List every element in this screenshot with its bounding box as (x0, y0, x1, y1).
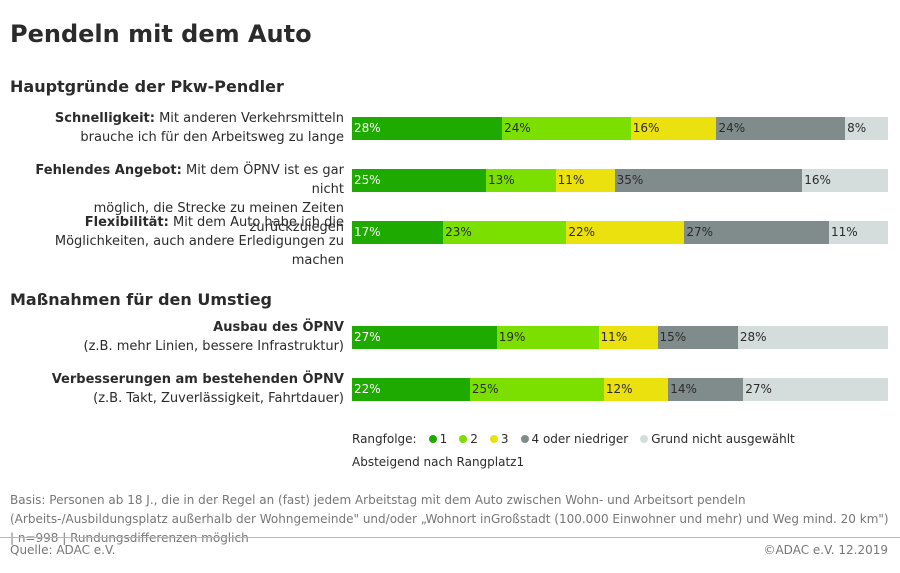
legend-item-rank-4: 4 oder niedriger (517, 432, 628, 446)
row-label-line2: (z.B. Takt, Zuverlässigkeit, Fahrtdauer) (93, 391, 344, 406)
bar-segment-rank-2 (502, 117, 631, 140)
basis-note: Basis: Personen ab 18 J., die in der Reg… (10, 493, 889, 545)
bar-track: 28% 24% 16% 24% 8% (352, 117, 888, 140)
legend-swatch (520, 435, 529, 443)
row-label-bold: Schnelligkeit: (54, 111, 155, 126)
bar-value-label: 27% (686, 225, 713, 239)
bar-value-label: 24% (504, 121, 531, 135)
bar-value-label: 22% (354, 382, 381, 396)
bar-value-label: 23% (445, 225, 472, 239)
row-label-line2: Möglichkeiten, auch andere Erledigungen … (54, 234, 344, 268)
row-label: Verbesserungen am bestehenden ÖPNV (z.B. … (10, 370, 344, 408)
bar-segment-not-selected (737, 326, 888, 349)
bar-segment-rank-3 (598, 326, 658, 349)
row-label-line2: (z.B. mehr Linien, bessere Infrastruktur… (83, 339, 344, 354)
bar-track: 22% 25% 12% 14% 27% (352, 378, 888, 401)
bar-segment-rank-1 (352, 378, 470, 401)
bar-segment-rank-1 (352, 169, 486, 192)
bar-value-label: 19% (498, 330, 526, 344)
legend-item-not-selected: Grund nicht ausgewählt (636, 432, 795, 446)
bar-track: 17% 23% 22% 27% 11% (352, 221, 888, 244)
row-label-bold: Flexibilität: (84, 215, 169, 230)
bar-value-label: 17% (354, 225, 381, 239)
row-label: Ausbau des ÖPNV (z.B. mehr Linien, besser… (10, 318, 344, 356)
bar-value-label: 11% (600, 330, 628, 344)
bar-segment-rank-4-or-lower (614, 169, 803, 192)
legend-swatch (640, 435, 649, 443)
bar-value-label: 16% (632, 121, 660, 135)
row-label-text: Mit dem Auto habe ich die (168, 215, 344, 230)
bar-value-label: 14% (670, 382, 697, 396)
bar-value-label: 22% (568, 225, 596, 239)
bar-segment-not-selected (802, 169, 888, 192)
row-label: Fehlendes Angebot: Mit dem ÖPNV ist es g… (10, 161, 344, 237)
row-label-bold: Fehlendes Angebot: (35, 163, 182, 178)
legend-item-rank-1: 1 (425, 432, 447, 446)
legend-swatch (489, 435, 498, 443)
bar-segment-rank-2 (496, 326, 599, 349)
bar-value-label: 27% (354, 330, 381, 344)
row-label: Flexibilität: Mit dem Auto habe ich die M… (10, 213, 344, 270)
copyright-note: ©ADAC e.V. 12.2019 (763, 543, 888, 557)
row-label-bold: Ausbau des ÖPNV (213, 320, 344, 335)
bar-value-label: 25% (471, 382, 499, 396)
legend-item-rank-3: 3 (486, 432, 509, 446)
row-label-line2: möglich, die Strecke zu meinen Zeiten zu… (93, 201, 344, 235)
legend-title: Rangfolge: (352, 432, 417, 446)
bar-segment-rank-2 (443, 221, 567, 244)
bar-value-label: 13% (488, 173, 515, 187)
bar-value-label: 8% (847, 121, 867, 135)
bar-segment-rank-3 (603, 378, 669, 401)
row-label-line2: brauche ich für den Arbeitsweg zu lange (80, 130, 344, 145)
bar-value-label: 24% (718, 121, 746, 135)
bar-segment-rank-1 (352, 326, 497, 349)
bar-segment-rank-4-or-lower (657, 326, 738, 349)
row-label-text: Mit dem ÖPNV ist es gar nicht (181, 163, 344, 197)
bar-segment-rank-2 (486, 169, 556, 192)
bar-value-label: 27% (745, 382, 772, 396)
bar-segment-rank-1 (352, 117, 503, 140)
legend-swatch (428, 435, 437, 443)
bar-value-label: 25% (354, 173, 381, 187)
row-label-text: Mit anderen Verkehrsmitteln (154, 111, 344, 126)
page-title: Pendeln mit dem Auto (10, 20, 312, 48)
bar-track: 27% 19% 11% 15% 28% (352, 326, 888, 349)
bar-value-label: 28% (739, 330, 767, 344)
source-note: Quelle: ADAC e.V. (10, 543, 116, 557)
bar-segment-rank-4-or-lower (668, 378, 744, 401)
legend: Rangfolge: 1 2 3 4 oder niedriger Grund … (352, 432, 803, 446)
bar-value-label: 12% (605, 382, 633, 396)
bar-segment-rank-4-or-lower (684, 221, 830, 244)
bar-value-label: 16% (804, 173, 831, 187)
bar-value-label: 11% (557, 173, 585, 187)
sort-note: Absteigend nach Rangplatz1 (352, 455, 525, 469)
bar-segment-rank-3 (630, 117, 717, 140)
section-heading-measures: Maßnahmen für den Umstieg (10, 290, 272, 309)
bar-value-label: 15% (659, 330, 687, 344)
legend-swatch (459, 435, 468, 443)
bar-segment-not-selected (743, 378, 888, 401)
bar-value-label: 28% (354, 121, 381, 135)
legend-item-rank-2: 2 (455, 432, 478, 446)
bar-track: 25% 13% 11% 35% 16% (352, 169, 888, 192)
bar-segment-rank-3 (555, 169, 615, 192)
section-heading-reasons: Hauptgründe der Pkw-Pendler (10, 77, 284, 96)
row-label: Schnelligkeit: Mit anderen Verkehrsmitte… (10, 109, 344, 147)
bar-segment-not-selected (845, 117, 888, 140)
bar-segment-rank-2 (469, 378, 604, 401)
bar-segment-rank-4-or-lower (716, 117, 846, 140)
bar-segment-rank-1 (352, 221, 444, 244)
footer-divider (0, 537, 900, 538)
bar-value-label: 35% (616, 173, 644, 187)
bar-segment-rank-3 (566, 221, 685, 244)
row-label-bold: Verbesserungen am bestehenden ÖPNV (51, 372, 344, 387)
bar-value-label: 11% (831, 225, 858, 239)
bar-segment-not-selected (829, 221, 888, 244)
